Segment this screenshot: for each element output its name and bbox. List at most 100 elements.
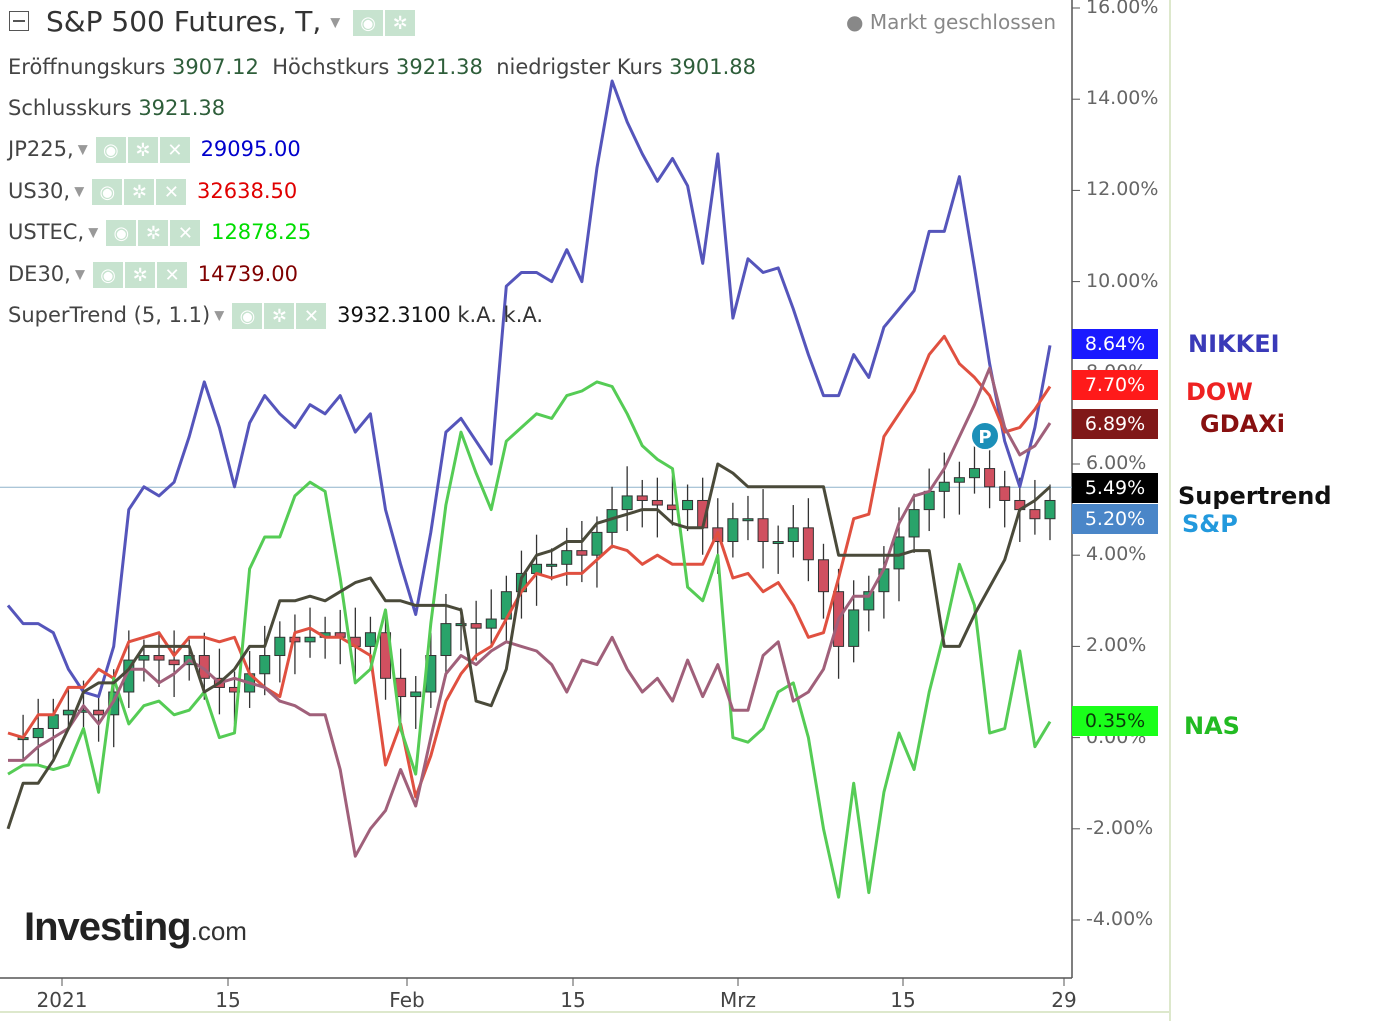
close-value: 3921.38 bbox=[138, 96, 226, 120]
logo-main: Investing bbox=[24, 905, 192, 949]
series-line-gdaxi bbox=[8, 366, 1052, 858]
candle-body bbox=[802, 527, 814, 561]
last-value-tag: 8.64% bbox=[1072, 329, 1158, 359]
chevron-down-icon[interactable]: ▼ bbox=[70, 184, 89, 200]
candle-body bbox=[742, 518, 754, 522]
low-label: niedrigster Kurs bbox=[496, 55, 663, 79]
candle-body bbox=[47, 714, 59, 729]
candle-body bbox=[123, 659, 135, 693]
close-icon[interactable]: ✕ bbox=[156, 179, 187, 205]
candle-body bbox=[32, 727, 44, 739]
eye-icon[interactable]: ◉ bbox=[353, 10, 384, 36]
gear-icon[interactable]: ✲ bbox=[124, 179, 155, 205]
candle-body bbox=[93, 709, 105, 716]
legend-item[interactable]: SuperTrend (5, 1.1) ▼ ◉ ✲ ✕ 3932.3100 k.A.… bbox=[8, 303, 543, 329]
candle-body bbox=[817, 559, 829, 593]
candle-body bbox=[259, 655, 271, 675]
y-tick-label: 6.00% bbox=[1086, 452, 1147, 474]
legend-item[interactable]: DE30, ▼ ◉ ✲ ✕ 14739.00 bbox=[8, 262, 298, 288]
close-icon[interactable]: ✕ bbox=[157, 262, 188, 288]
legend-value: 32638.50 bbox=[190, 179, 298, 203]
high-label: Höchstkurs bbox=[272, 55, 390, 79]
close-icon[interactable]: ✕ bbox=[170, 220, 201, 246]
legend-extra: k.A. k.A. bbox=[450, 303, 544, 327]
open-value: 3907.12 bbox=[172, 55, 259, 79]
chart-title: S&P 500 Futures, T, ▼ ◉ ✲ bbox=[46, 5, 419, 38]
chevron-down-icon[interactable]: ▼ bbox=[70, 267, 90, 283]
gear-icon[interactable]: ✲ bbox=[264, 303, 295, 329]
candle-body bbox=[863, 591, 875, 611]
series-line-nikkei bbox=[6, 79, 1052, 699]
y-tick-label: 14.00% bbox=[1086, 87, 1159, 110]
chevron-down-icon[interactable]: ▼ bbox=[330, 15, 341, 31]
candle-body bbox=[968, 468, 980, 479]
last-value-tag: 0.35% bbox=[1072, 706, 1158, 736]
investing-logo: Investing.com bbox=[24, 905, 247, 950]
eye-icon[interactable]: ◉ bbox=[93, 262, 124, 288]
candle-body bbox=[999, 486, 1011, 501]
chevron-down-icon[interactable]: ▼ bbox=[210, 308, 229, 324]
gear-icon[interactable]: ✲ bbox=[385, 10, 416, 36]
close-icon[interactable]: ✕ bbox=[296, 303, 327, 329]
series-line-nas bbox=[7, 380, 1052, 899]
candle-body bbox=[455, 623, 467, 627]
candle-body bbox=[923, 490, 935, 511]
legend-item[interactable]: US30, ▼ ◉ ✲ ✕ 32638.50 bbox=[8, 179, 297, 205]
close-icon[interactable]: ✕ bbox=[159, 137, 190, 163]
y-tick-label: -2.00% bbox=[1086, 816, 1154, 839]
y-tick-label: 12.00% bbox=[1086, 178, 1159, 201]
series-label: GDAXi bbox=[1200, 410, 1285, 438]
candle-body bbox=[908, 509, 920, 538]
last-value-tag: 6.89% bbox=[1072, 409, 1158, 439]
legend-name: DE30, bbox=[8, 262, 71, 286]
legend-name: US30, bbox=[8, 179, 71, 203]
title-icons: ◉ ✲ bbox=[353, 10, 416, 36]
last-value-tag: 7.70% bbox=[1072, 370, 1158, 400]
legend-value: 29095.00 bbox=[193, 137, 301, 161]
candle-body bbox=[938, 481, 950, 492]
gear-icon[interactable]: ✲ bbox=[125, 262, 156, 288]
chevron-down-icon[interactable]: ▼ bbox=[73, 142, 92, 158]
legend-icons: ◉ ✲ ✕ bbox=[93, 262, 188, 288]
chevron-down-icon[interactable]: ▼ bbox=[84, 225, 103, 241]
legend-item[interactable]: USTEC, ▼ ◉ ✲ ✕ 12878.25 bbox=[8, 220, 311, 246]
x-tick-label: 15 bbox=[890, 988, 916, 1012]
legend-value: 12878.25 bbox=[204, 220, 312, 244]
candle-body bbox=[576, 550, 588, 556]
candle-body bbox=[168, 659, 180, 666]
legend-item[interactable]: JP225, ▼ ◉ ✲ ✕ 29095.00 bbox=[8, 137, 301, 163]
candle-body bbox=[621, 495, 633, 511]
y-tick-label: -4.00% bbox=[1086, 908, 1154, 930]
x-tick-label: 15 bbox=[560, 988, 586, 1012]
eye-icon[interactable]: ◉ bbox=[106, 220, 137, 246]
candle-body bbox=[1044, 499, 1056, 520]
candle-body bbox=[62, 709, 74, 716]
legend-value: 14739.00 bbox=[191, 262, 298, 286]
eye-icon[interactable]: ◉ bbox=[95, 137, 126, 163]
eye-icon[interactable]: ◉ bbox=[232, 303, 263, 329]
pivot-marker-label: P bbox=[978, 427, 991, 448]
market-status: ● Markt geschlossen bbox=[846, 10, 1057, 34]
eye-icon[interactable]: ◉ bbox=[92, 179, 123, 205]
gear-icon[interactable]: ✲ bbox=[138, 220, 169, 246]
series-label: Supertrend bbox=[1178, 482, 1332, 510]
collapse-icon[interactable] bbox=[9, 11, 29, 31]
y-tick-label: 4.00% bbox=[1086, 543, 1147, 566]
legend-name: SuperTrend (5, 1.1) bbox=[8, 303, 211, 327]
low-value: 3901.88 bbox=[669, 55, 756, 79]
candle-body bbox=[410, 691, 422, 698]
candle-body bbox=[470, 623, 482, 629]
y-tick-label: 16.00% bbox=[1086, 0, 1159, 18]
candle-body bbox=[153, 655, 165, 661]
candle-body bbox=[364, 632, 376, 647]
candle-body bbox=[138, 655, 150, 661]
pivot-marker-icon bbox=[970, 421, 1000, 451]
candle-body bbox=[440, 623, 452, 657]
legend-icons: ◉ ✲ ✕ bbox=[95, 137, 190, 163]
x-tick-label: 2021 bbox=[36, 988, 88, 1012]
gear-icon[interactable]: ✲ bbox=[127, 137, 158, 163]
x-tick-label: 15 bbox=[215, 988, 241, 1012]
series-label: NAS bbox=[1184, 712, 1240, 740]
legend-name: USTEC, bbox=[8, 220, 85, 244]
